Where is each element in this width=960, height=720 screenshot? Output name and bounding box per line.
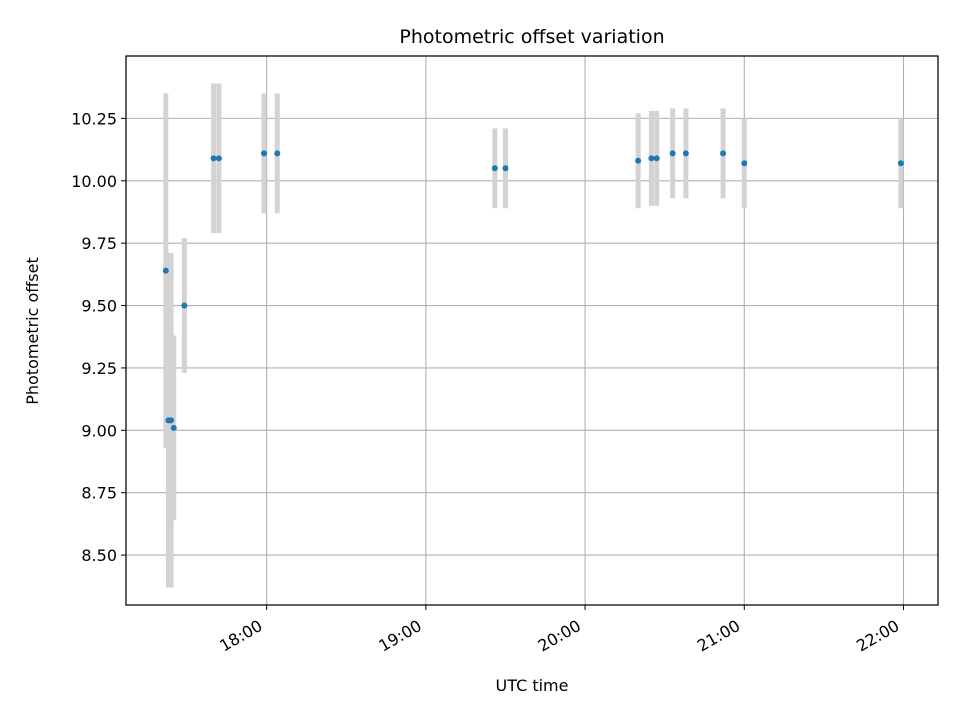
- y-tick-label: 9.75: [81, 234, 117, 253]
- data-point: [215, 155, 222, 162]
- data-point: [720, 150, 727, 157]
- data-point: [682, 150, 689, 157]
- plot-area-frame: [125, 55, 939, 606]
- y-tick-label: 8.50: [81, 546, 117, 565]
- data-point: [162, 267, 169, 274]
- data-point: [491, 165, 498, 172]
- x-tick-label: 20:00: [535, 616, 584, 656]
- y-tick-label: 9.25: [81, 359, 117, 378]
- axis-ticks: 18:00 19:00 20:00 21:00 22:00 8.50 8.75 9.00 9.2…: [71, 109, 905, 656]
- y-axis-label: Photometric offset: [23, 257, 42, 405]
- data-point: [653, 155, 660, 162]
- grid: [126, 56, 938, 605]
- y-tick-label: 8.75: [81, 484, 117, 503]
- x-tick-label: 19:00: [375, 616, 424, 656]
- data-point: [635, 157, 642, 164]
- x-tick-label: 22:00: [853, 616, 902, 656]
- x-axis-label: UTC time: [496, 676, 569, 695]
- y-tick-label: 10.25: [71, 109, 117, 128]
- data-point: [210, 155, 217, 162]
- data-point: [648, 155, 655, 162]
- data-point: [669, 150, 676, 157]
- y-tick-label: 9.00: [81, 421, 117, 440]
- data-point: [274, 150, 281, 157]
- chart-title: Photometric offset variation: [399, 26, 664, 48]
- y-tick-label: 10.00: [71, 172, 117, 191]
- data-point: [168, 417, 175, 424]
- data-point: [260, 150, 267, 157]
- x-tick-label: 21:00: [694, 616, 743, 656]
- y-tick-label: 9.50: [81, 297, 117, 316]
- data-point: [897, 160, 904, 167]
- data-point: [181, 302, 188, 309]
- data-point: [170, 424, 177, 431]
- x-tick-label: 18:00: [216, 616, 265, 656]
- data-point: [502, 165, 509, 172]
- error-bars: [163, 83, 904, 588]
- data-point: [741, 160, 748, 167]
- data-points: [162, 150, 904, 431]
